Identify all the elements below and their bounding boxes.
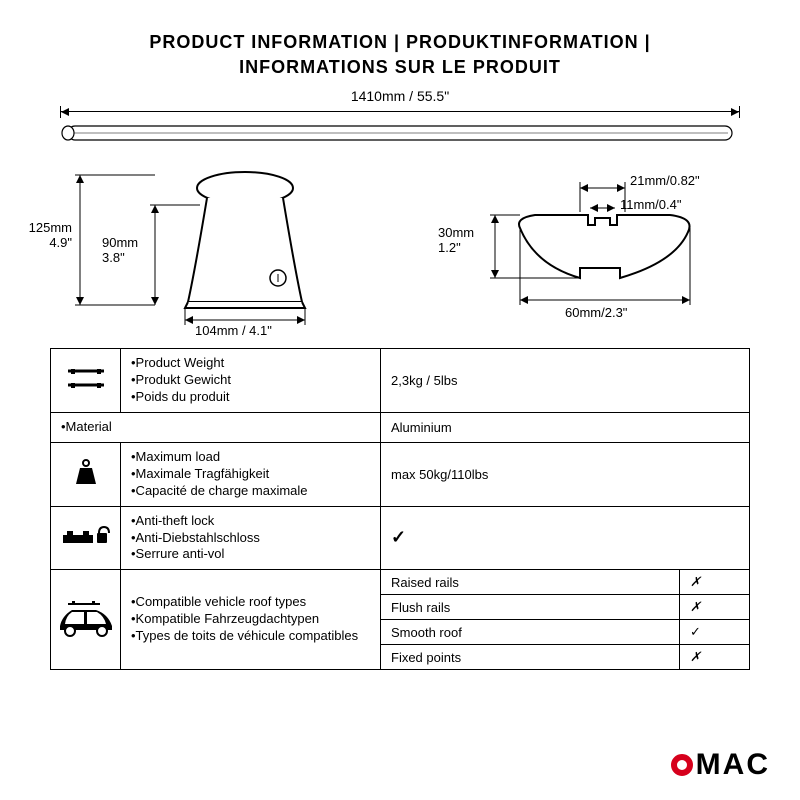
row-roof-1: •Compatible vehicle roof types •Kompatib… xyxy=(51,570,750,595)
roof-opt-0-val: ✗ xyxy=(680,570,750,595)
spec-table: •Product Weight •Produkt Gewicht •Poids … xyxy=(50,348,750,670)
overall-length-label: 1410mm / 55.5" xyxy=(50,88,750,104)
brand-logo: MAC xyxy=(671,748,770,782)
load-labels: •Maximum load •Maximale Tragfähigkeit •C… xyxy=(121,442,381,506)
roof-opt-0-name: Raised rails xyxy=(381,570,680,595)
row-weight: •Product Weight •Produkt Gewicht •Poids … xyxy=(51,349,750,413)
row-load: •Maximum load •Maximale Tragfähigkeit •C… xyxy=(51,442,750,506)
row-lock: •Anti-theft lock •Anti-Diebstahlschloss … xyxy=(51,506,750,570)
load-value: max 50kg/110lbs xyxy=(381,442,750,506)
overall-length-dimline xyxy=(60,106,740,118)
row-material: •Material Aluminium xyxy=(51,413,750,443)
roof-labels: •Compatible vehicle roof types •Kompatib… xyxy=(121,570,381,670)
car-icon xyxy=(51,570,121,670)
foot-diagram: 125mm 4.9" 90mm 3.8" 104mm / 4.1" xyxy=(60,160,360,330)
page-title: PRODUCT INFORMATION | PRODUKTINFORMATION… xyxy=(50,30,750,80)
weight-labels: •Product Weight •Produkt Gewicht •Poids … xyxy=(121,349,381,413)
weight-icon xyxy=(51,349,121,413)
lock-icon xyxy=(51,506,121,570)
weight-value: 2,3kg / 5lbs xyxy=(381,349,750,413)
load-icon xyxy=(51,442,121,506)
material-value: Aluminium xyxy=(381,413,750,443)
roof-opt-1-val: ✗ xyxy=(680,595,750,620)
roof-opt-2-name: Smooth roof xyxy=(381,620,680,645)
roof-opt-3-name: Fixed points xyxy=(381,645,680,670)
roof-opt-3-val: ✗ xyxy=(680,645,750,670)
lock-labels: •Anti-theft lock •Anti-Diebstahlschloss … xyxy=(121,506,381,570)
roof-opt-1-name: Flush rails xyxy=(381,595,680,620)
material-label: •Material xyxy=(51,413,381,443)
logo-o-icon xyxy=(671,754,693,776)
bar-side-profile xyxy=(60,124,740,142)
lock-value: ✓ xyxy=(381,506,750,570)
roof-opt-2-val: ✓ xyxy=(680,620,750,645)
crossbar-section-diagram: 21mm/0.82" 11mm/0.4" 30mm 1.2" 60mm/2.3" xyxy=(420,170,740,330)
